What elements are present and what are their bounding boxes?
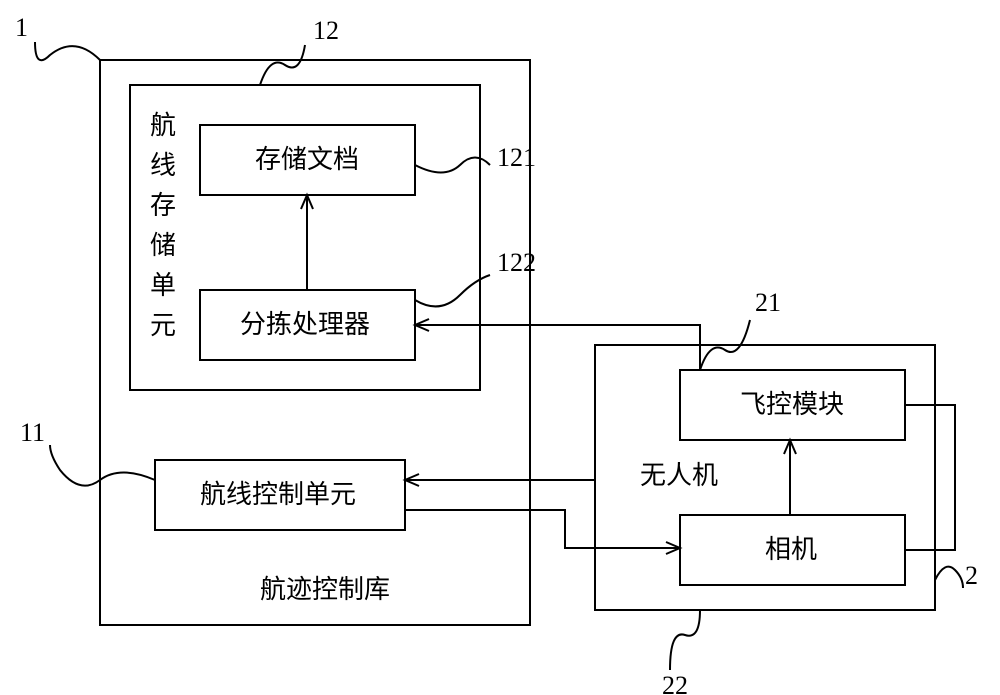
ref-121: 121 — [497, 143, 536, 172]
lead-11 — [50, 445, 155, 486]
lead-2 — [935, 567, 963, 588]
ref-22: 22 — [662, 671, 688, 695]
route-storage-unit-label-char-5: 元 — [150, 311, 176, 340]
drone-title: 无人机 — [640, 461, 718, 490]
lead-12 — [260, 45, 305, 85]
ref-11: 11 — [20, 418, 45, 447]
ref-21: 21 — [755, 288, 781, 317]
camera-label: 相机 — [765, 535, 817, 564]
track-control-lib-title: 航迹控制库 — [260, 575, 390, 604]
lead-22 — [670, 610, 700, 670]
storage-document-label: 存储文档 — [255, 145, 359, 174]
lead-121 — [415, 158, 490, 173]
connector-flight-camera-side — [905, 405, 955, 550]
route-storage-unit-label-char-3: 储 — [150, 231, 176, 260]
arrow-flight-to-sorter — [415, 325, 700, 370]
ref-12: 12 — [313, 16, 339, 45]
ref-122: 122 — [497, 248, 536, 277]
arrow-route-to-camera — [405, 510, 680, 548]
lead-122 — [415, 275, 490, 306]
route-storage-unit-label-char-1: 线 — [150, 151, 176, 180]
ref-2: 2 — [965, 561, 978, 590]
diagram-canvas: 航迹控制库 1 航线存储单元 12 存储文档 121 分拣处理器 122 航线控制单元 11 无人机… — [0, 0, 1000, 695]
route-storage-unit-label-char-2: 存 — [150, 191, 176, 220]
lead-1 — [35, 42, 100, 60]
ref-1: 1 — [15, 13, 28, 42]
sort-processor-label: 分拣处理器 — [240, 310, 370, 339]
route-storage-unit-label-char-0: 航 — [150, 111, 176, 140]
route-storage-unit-label-char-4: 单 — [150, 271, 176, 300]
route-control-unit-label: 航线控制单元 — [200, 480, 356, 509]
flight-control-label: 飞控模块 — [740, 390, 844, 419]
route-storage-unit-box — [130, 85, 480, 390]
